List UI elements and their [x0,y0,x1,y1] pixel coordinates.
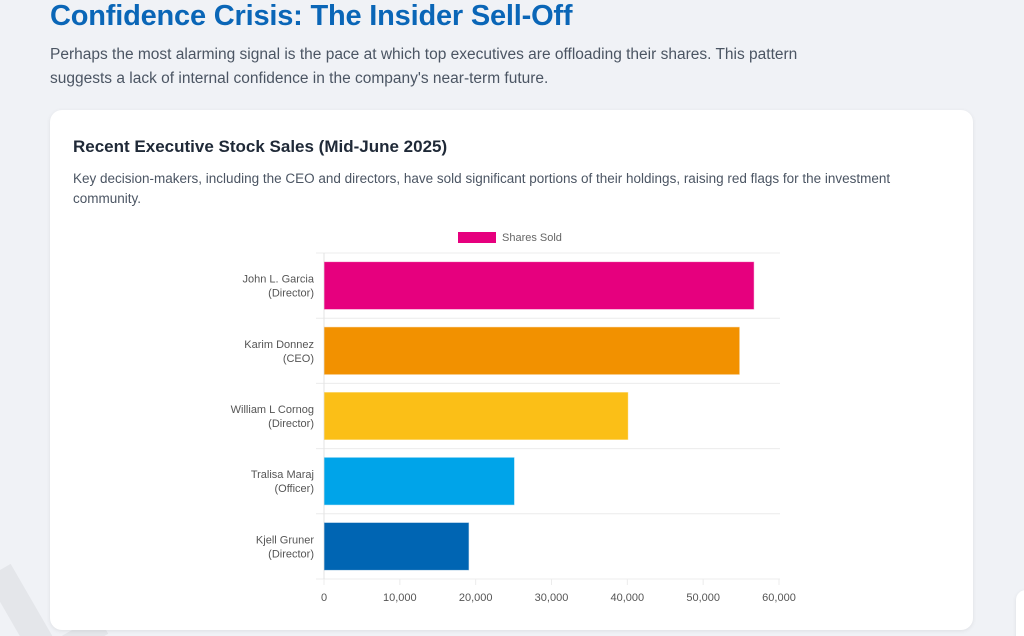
executive-name: Tralisa Maraj [251,469,314,481]
x-axis-labels: 0 10,000 20,000 30,000 40,000 50,000 60,000 [321,592,796,604]
executive-name: John L. Garcia [242,274,314,286]
card-title: Recent Executive Stock Sales (Mid-June 2… [73,137,448,156]
x-tick-label: 30,000 [535,592,569,604]
gridlines [316,252,780,585]
x-tick-label: 10,000 [383,592,417,604]
executive-role: (Director) [268,288,314,300]
bar-william-l-cornog[interactable] [324,392,629,440]
y-tick-label: Kjell Gruner (Director) [256,534,314,560]
executive-name: Karim Donnez [244,339,314,351]
executive-name: William L Cornog [231,404,314,416]
y-tick-label: John L. Garcia (Director) [242,274,314,300]
x-tick-label: 40,000 [611,592,645,604]
y-tick-label: Karim Donnez (CEO) [244,339,314,365]
bar-john-l-garcia[interactable] [324,261,755,310]
bar-kjell-gruner[interactable] [324,522,470,571]
x-tick-label: 60,000 [762,592,796,604]
executive-role: (Director) [268,418,314,430]
chart-card: Recent Executive Stock Sales (Mid-June 2… [50,110,973,630]
executive-name: Kjell Gruner [256,534,314,546]
section-description: Perhaps the most alarming signal is the … [50,46,798,87]
section-title: Confidence Crisis: The Insider Sell-Off [50,0,573,32]
y-tick-label: William L Cornog (Director) [231,404,314,430]
next-card-edge [1016,590,1024,636]
executive-sales-chart: Shares Sold John L. Garcia (Director) Kari… [231,232,796,604]
bar-karim-donnez[interactable] [324,326,740,375]
y-axis-labels: John L. Garcia (Director) Karim Donnez (CEO… [231,274,315,561]
card-description: Key decision-makers, including the CEO a… [73,171,891,206]
bars [324,261,755,571]
executive-role: (Officer) [274,483,314,495]
bar-tralisa-maraj[interactable] [324,457,515,506]
executive-role: (CEO) [283,353,314,365]
x-tick-label: 0 [321,592,327,604]
legend-label-shares-sold: Shares Sold [502,232,562,244]
y-tick-label: Tralisa Maraj (Officer) [251,469,314,495]
chart-legend[interactable]: Shares Sold [458,232,562,244]
executive-role: (Director) [268,548,314,560]
legend-swatch-shares-sold [458,232,496,243]
x-tick-label: 50,000 [686,592,720,604]
x-tick-label: 20,000 [459,592,493,604]
